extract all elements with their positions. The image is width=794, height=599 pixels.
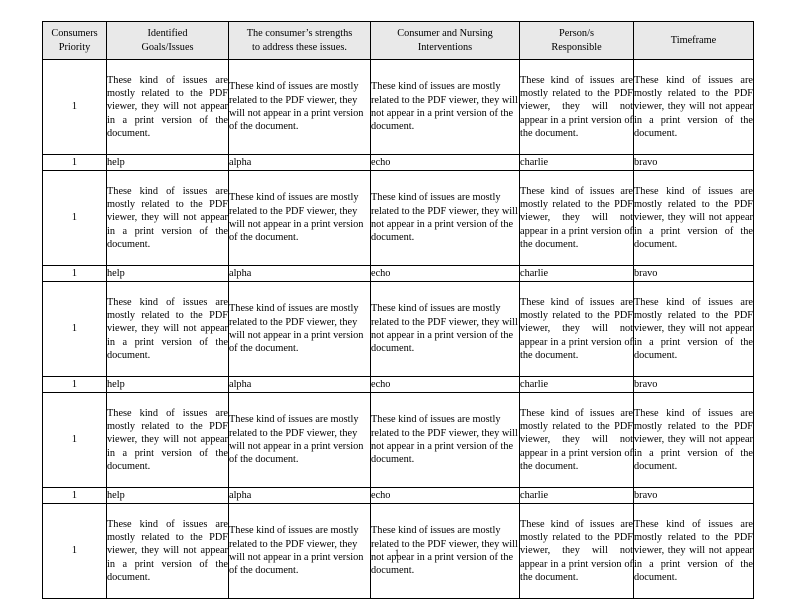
cell-identified-goals-issues: These kind of issues are mostly related … bbox=[106, 281, 229, 377]
cell-identified-goals-issues: help bbox=[106, 265, 229, 282]
cell-consumer-nursing-interventions: These kind of issues are mostly related … bbox=[370, 170, 520, 266]
cell-identified-goals-issues: These kind of issues are mostly related … bbox=[106, 59, 229, 155]
column-header-line-2: Priority bbox=[58, 41, 91, 53]
cell-consumers-priority: 1 bbox=[42, 392, 107, 488]
table-row: 1 help alpha echo charlie bravo bbox=[42, 376, 754, 393]
cell-consumer-strengths: These kind of issues are mostly related … bbox=[228, 170, 371, 266]
cell-consumer-nursing-interventions: These kind of issues are mostly related … bbox=[370, 281, 520, 377]
cell-consumer-strengths: alpha bbox=[228, 487, 371, 504]
cell-consumer-strengths: alpha bbox=[228, 376, 371, 393]
column-header-line-2: Interventions bbox=[417, 41, 473, 53]
cell-identified-goals-issues: help bbox=[106, 154, 229, 171]
table-row: 1 These kind of issues are mostly relate… bbox=[42, 281, 754, 377]
cell-consumers-priority: 1 bbox=[42, 154, 107, 171]
cell-persons-responsible: These kind of issues are mostly related … bbox=[519, 59, 634, 155]
column-header-line-1: Person/s bbox=[559, 27, 594, 39]
table-header-row: Consumers Priority Identified Goals/Issu… bbox=[42, 21, 754, 60]
cell-persons-responsible: These kind of issues are mostly related … bbox=[519, 392, 634, 488]
cell-consumer-nursing-interventions: echo bbox=[370, 376, 520, 393]
cell-persons-responsible: charlie bbox=[519, 265, 634, 282]
cell-consumers-priority: 1 bbox=[42, 170, 107, 266]
cell-persons-responsible: charlie bbox=[519, 376, 634, 393]
cell-consumer-nursing-interventions: echo bbox=[370, 265, 520, 282]
cell-consumers-priority: 1 bbox=[42, 281, 107, 377]
column-header-line-2: Goals/Issues bbox=[141, 41, 194, 53]
column-header-line-1: Consumer and Nursing bbox=[397, 27, 493, 39]
column-header-consumers-priority: Consumers Priority bbox=[42, 21, 107, 60]
cell-timeframe: bravo bbox=[633, 376, 754, 393]
cell-consumers-priority: 1 bbox=[42, 59, 107, 155]
cell-persons-responsible: These kind of issues are mostly related … bbox=[519, 281, 634, 377]
cell-timeframe: bravo bbox=[633, 265, 754, 282]
column-header-line-1: The consumer’s strengths bbox=[246, 27, 353, 39]
table-row: 1 help alpha echo charlie bravo bbox=[42, 154, 754, 171]
cell-consumer-strengths: alpha bbox=[228, 265, 371, 282]
cell-persons-responsible: charlie bbox=[519, 487, 634, 504]
cell-identified-goals-issues: These kind of issues are mostly related … bbox=[106, 392, 229, 488]
cell-persons-responsible: These kind of issues are mostly related … bbox=[519, 170, 634, 266]
cell-consumer-strengths: These kind of issues are mostly related … bbox=[228, 392, 371, 488]
cell-identified-goals-issues: These kind of issues are mostly related … bbox=[106, 170, 229, 266]
table-row: 1 help alpha echo charlie bravo bbox=[42, 265, 754, 282]
cell-timeframe: These kind of issues are mostly related … bbox=[633, 59, 754, 155]
column-header-line-1: Consumers bbox=[51, 27, 98, 39]
cell-timeframe: These kind of issues are mostly related … bbox=[633, 281, 754, 377]
cell-identified-goals-issues: help bbox=[106, 376, 229, 393]
cell-consumer-strengths: These kind of issues are mostly related … bbox=[228, 59, 371, 155]
table-row: 1 These kind of issues are mostly relate… bbox=[42, 170, 754, 266]
cell-consumer-nursing-interventions: These kind of issues are mostly related … bbox=[370, 392, 520, 488]
cell-consumers-priority: 1 bbox=[42, 376, 107, 393]
cell-consumers-priority: 1 bbox=[42, 487, 107, 504]
column-header-line-2: Responsible bbox=[551, 41, 602, 53]
cell-identified-goals-issues: help bbox=[106, 487, 229, 504]
cell-consumer-nursing-interventions: These kind of issues are mostly related … bbox=[370, 59, 520, 155]
cell-consumer-strengths: alpha bbox=[228, 154, 371, 171]
table-row: 1 These kind of issues are mostly relate… bbox=[42, 392, 754, 488]
column-header-identified-goals-issues: Identified Goals/Issues bbox=[106, 21, 229, 60]
table-body: 1 These kind of issues are mostly relate… bbox=[42, 59, 754, 599]
column-header-persons-responsible: Person/s Responsible bbox=[519, 21, 634, 60]
cell-timeframe: These kind of issues are mostly related … bbox=[633, 392, 754, 488]
page-number: 1 bbox=[394, 548, 400, 558]
cell-persons-responsible: charlie bbox=[519, 154, 634, 171]
cell-consumer-nursing-interventions: echo bbox=[370, 154, 520, 171]
table-row: 1 help alpha echo charlie bravo bbox=[42, 487, 754, 504]
document-page: Consumers Priority Identified Goals/Issu… bbox=[42, 21, 754, 599]
column-header-line-1: Identified bbox=[147, 27, 188, 39]
cell-consumers-priority: 1 bbox=[42, 265, 107, 282]
cell-consumer-strengths: These kind of issues are mostly related … bbox=[228, 281, 371, 377]
column-header-line-1: Timeframe bbox=[670, 34, 717, 46]
cell-timeframe: These kind of issues are mostly related … bbox=[633, 170, 754, 266]
table-row: 1 These kind of issues are mostly relate… bbox=[42, 59, 754, 155]
column-header-consumer-nursing-interventions: Consumer and Nursing Interventions bbox=[370, 21, 520, 60]
cell-timeframe: bravo bbox=[633, 487, 754, 504]
column-header-timeframe: Timeframe bbox=[633, 21, 754, 60]
table-header: Consumers Priority Identified Goals/Issu… bbox=[42, 21, 754, 60]
care-plan-table: Consumers Priority Identified Goals/Issu… bbox=[42, 21, 754, 599]
cell-timeframe: bravo bbox=[633, 154, 754, 171]
cell-consumer-nursing-interventions: echo bbox=[370, 487, 520, 504]
column-header-consumer-strengths: The consumer’s strengths to address thes… bbox=[228, 21, 371, 60]
column-header-line-2: to address these issues. bbox=[252, 41, 347, 53]
